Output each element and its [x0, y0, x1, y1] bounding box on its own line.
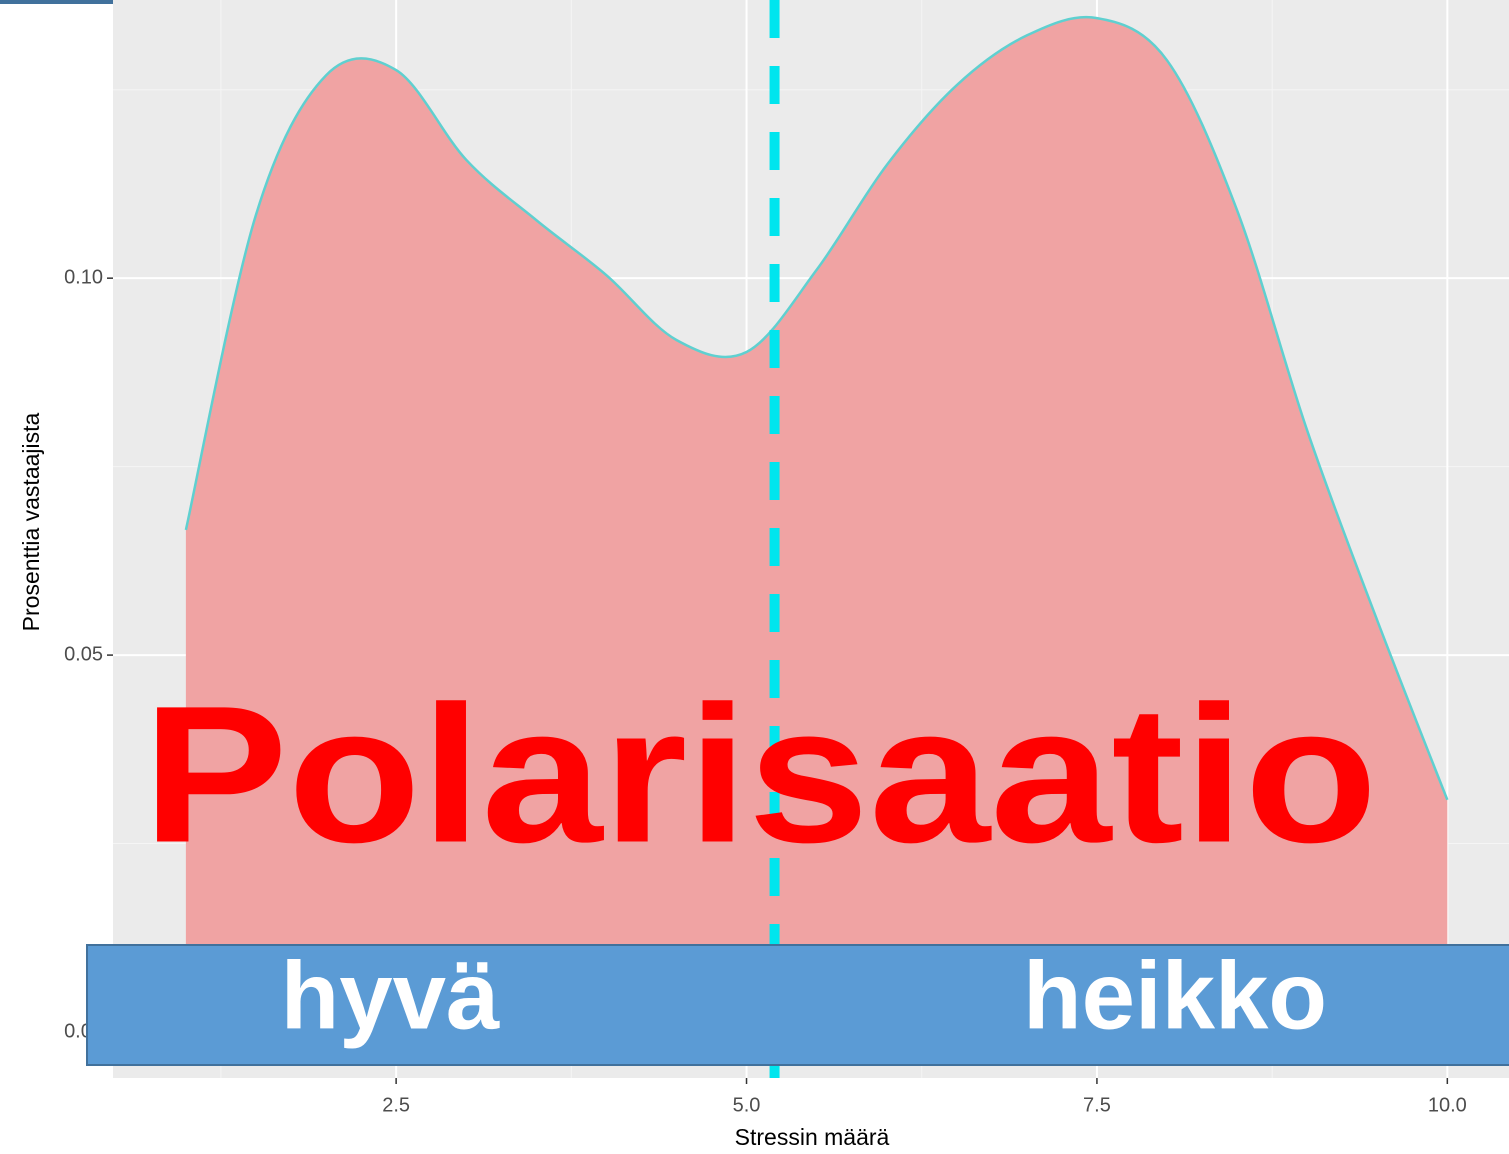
overlay-title: Polarisaatio: [143, 666, 1378, 884]
scale-right-label: heikko: [1023, 942, 1327, 1049]
y-tick-label: 0.10: [64, 266, 103, 288]
x-tick-label: 10.0: [1428, 1094, 1467, 1116]
x-tick-label: 5.0: [733, 1094, 761, 1116]
y-axis-title: Prosenttia vastaajista: [18, 412, 44, 631]
scale-bar: [86, 944, 1509, 1066]
y-tick-label: 0.05: [64, 643, 103, 665]
scale-left-label: hyvä: [281, 942, 500, 1049]
x-axis-title: Stressin määrä: [735, 1124, 890, 1150]
density-area: [185, 17, 1448, 1033]
density-line: [184, 15, 1449, 801]
x-tick-label: 2.5: [382, 1094, 410, 1116]
x-tick-label: 7.5: [1083, 1094, 1111, 1116]
